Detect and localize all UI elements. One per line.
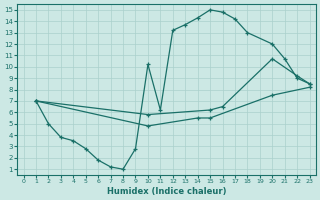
X-axis label: Humidex (Indice chaleur): Humidex (Indice chaleur) bbox=[107, 187, 226, 196]
